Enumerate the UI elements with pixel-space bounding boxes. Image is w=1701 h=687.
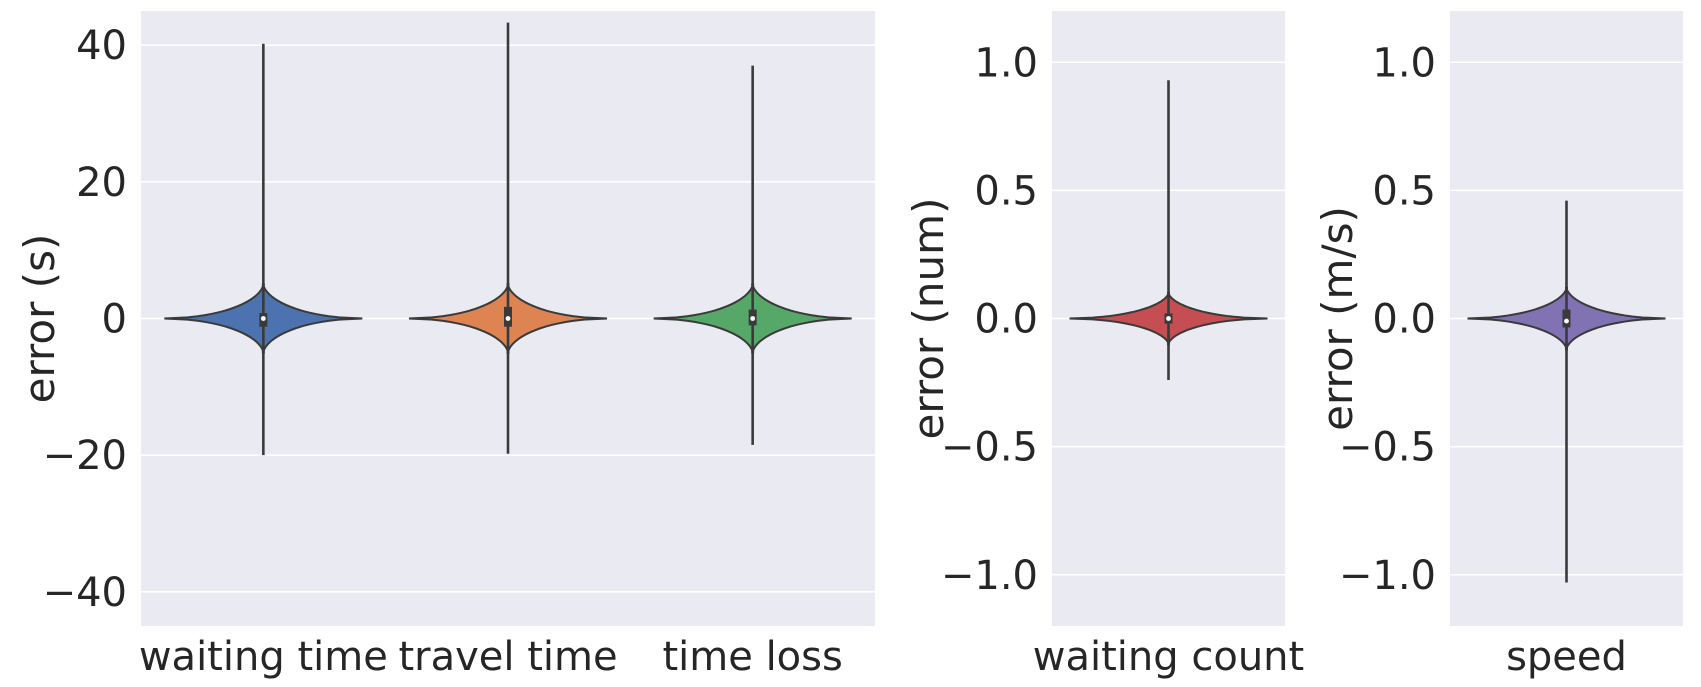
x-tick-label: travel time [398,634,617,680]
y-axis-label: error (num) [904,198,953,440]
median-point [1166,316,1171,321]
y-tick-label: −0.5 [1339,425,1436,471]
x-tick-label: time loss [662,634,842,680]
median-point [260,316,266,321]
x-tick-label: waiting time [139,634,388,680]
chart-panel-3: −1.0 −0.5 0.0 0.5 1.0 speed error (m/s) [1313,11,1683,680]
y-tick-label: 0.0 [1372,297,1436,343]
y-tick-label: 0.5 [1372,168,1436,214]
y-tick-label: −1.0 [941,553,1038,599]
y-tick-label: 0.5 [974,168,1038,214]
y-tick-label: 20 [76,160,127,206]
chart-panel-1: −40 −20 0 20 40 waiting time travel time time l… [15,11,875,680]
x-tick-label: speed [1506,634,1627,680]
y-tick-label: −1.0 [1339,553,1436,599]
y-tick-label: 40 [76,23,127,69]
median-point [505,316,511,321]
y-tick-label: −0.5 [941,425,1038,471]
y-tick-label: −20 [43,433,127,479]
y-tick-label: 0.0 [974,297,1038,343]
x-tick-label: waiting count [1033,634,1304,680]
y-tick-label: −40 [43,570,127,616]
y-axis-label: error (m/s) [1313,206,1362,431]
chart-panel-2: −1.0 −0.5 0.0 0.5 1.0 waiting count error (num… [904,11,1304,680]
y-tick-label: 1.0 [1372,40,1436,86]
median-point [750,316,756,321]
median-point [1564,318,1569,324]
y-tick-label: 1.0 [974,40,1038,86]
y-axis-label: error (s) [15,234,64,404]
y-tick-label: 0 [102,297,127,343]
iqr-box [1562,309,1571,328]
